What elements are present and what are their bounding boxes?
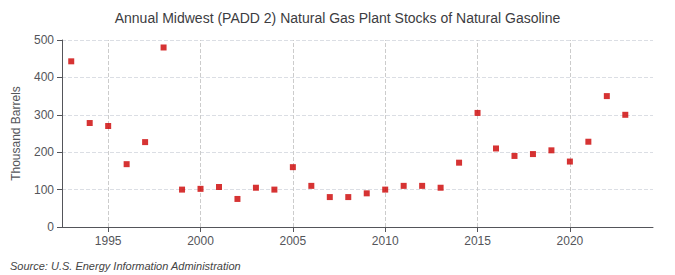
svg-text:Source: U.S. Energy Informatio: Source: U.S. Energy Information Administ… — [10, 260, 241, 272]
svg-text:Thousand Barrels: Thousand Barrels — [9, 86, 23, 181]
svg-text:Annual Midwest (PADD 2) Natura: Annual Midwest (PADD 2) Natural Gas Plan… — [115, 10, 561, 26]
svg-text:100: 100 — [34, 183, 54, 197]
svg-text:200: 200 — [34, 145, 54, 159]
svg-text:2010: 2010 — [372, 234, 399, 248]
svg-text:2000: 2000 — [187, 234, 214, 248]
svg-text:2005: 2005 — [280, 234, 307, 248]
svg-text:2015: 2015 — [464, 234, 491, 248]
svg-text:400: 400 — [34, 70, 54, 84]
svg-text:300: 300 — [34, 108, 54, 122]
svg-text:500: 500 — [34, 33, 54, 47]
svg-text:1995: 1995 — [95, 234, 122, 248]
svg-text:2020: 2020 — [557, 234, 584, 248]
svg-text:0: 0 — [47, 220, 54, 234]
